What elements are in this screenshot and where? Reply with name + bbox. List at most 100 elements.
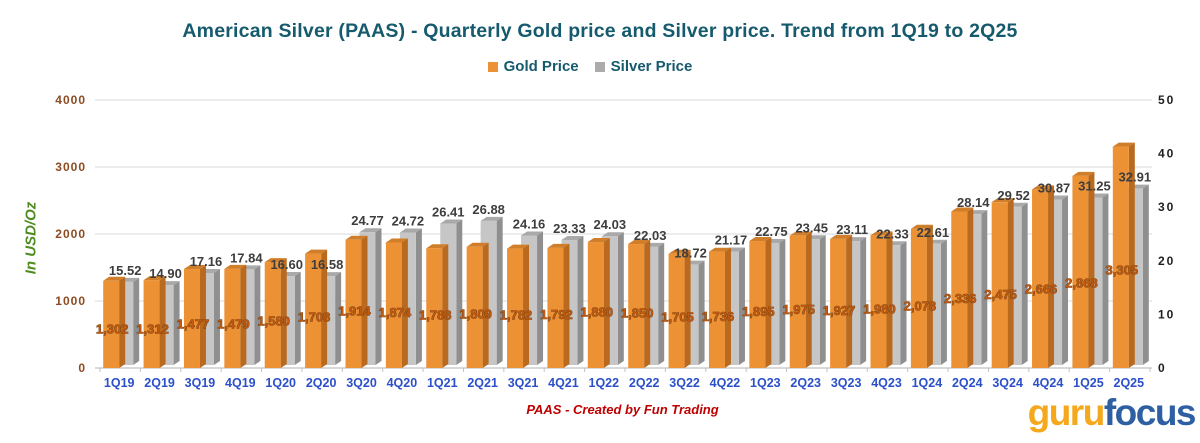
gold-bar xyxy=(345,239,362,368)
gold-bar-side-face xyxy=(926,224,933,368)
x-axis-label: 1Q20 xyxy=(265,376,296,390)
x-axis-label: 2Q19 xyxy=(144,376,175,390)
silver-bar-side-face xyxy=(981,210,988,365)
x-axis-label: 2Q20 xyxy=(306,376,337,390)
x-axis-label: 4Q22 xyxy=(710,376,741,390)
x-axis-label: 3Q22 xyxy=(669,376,700,390)
gold-bar-side-face xyxy=(724,247,731,368)
left-axis-tick-label: 2000 xyxy=(55,227,86,241)
right-axis-tick-label: 10 xyxy=(1158,307,1175,321)
x-axis-label: 4Q19 xyxy=(225,376,256,390)
gold-bar xyxy=(385,242,402,368)
legend-label-gold: Gold Price xyxy=(503,58,579,75)
gold-bar-side-face xyxy=(805,231,812,368)
right-axis-tick-label: 30 xyxy=(1158,200,1175,214)
silver-bar-side-face xyxy=(1142,184,1149,365)
gold-value-label: 1,792 xyxy=(540,307,573,322)
silver-value-label: 28.14 xyxy=(957,195,990,210)
silver-value-label: 16.58 xyxy=(311,257,344,272)
silver-bar-side-face xyxy=(335,272,342,365)
x-axis-label: 1Q24 xyxy=(912,376,943,390)
gold-value-label: 1,914 xyxy=(338,304,371,319)
x-axis-label: 2Q25 xyxy=(1114,376,1145,390)
gold-bar-top-face xyxy=(870,231,893,236)
silver-bar-side-face xyxy=(617,232,624,365)
silver-bar-top-face xyxy=(480,216,503,221)
silver-value-label: 17.16 xyxy=(190,254,223,269)
silver-value-label: 24.03 xyxy=(594,217,627,232)
gold-value-label: 1,880 xyxy=(581,305,614,320)
x-axis-label: 3Q24 xyxy=(992,376,1023,390)
x-axis-label: 2Q24 xyxy=(952,376,983,390)
silver-bar-top-face xyxy=(359,228,382,233)
x-axis-label: 2Q23 xyxy=(790,376,821,390)
gold-bar-side-face xyxy=(361,235,368,368)
gold-bar xyxy=(910,228,927,368)
gold-bar-top-face xyxy=(668,249,691,254)
gold-bar-top-face xyxy=(143,276,166,281)
legend-item-gold: Gold Price xyxy=(487,58,579,75)
silver-value-label: 24.16 xyxy=(513,217,546,232)
gold-bar-top-face xyxy=(628,240,651,245)
silver-value-label: 26.88 xyxy=(472,202,505,217)
silver-value-label: 31.25 xyxy=(1078,179,1111,194)
gold-bar-side-face xyxy=(684,249,691,368)
x-axis-label: 3Q19 xyxy=(185,376,216,390)
right-axis-tick-label: 20 xyxy=(1158,254,1175,268)
gold-bar-top-face xyxy=(305,249,328,254)
silver-bar-side-face xyxy=(900,241,907,365)
silver-bar-top-face xyxy=(440,219,463,224)
x-axis-label: 4Q21 xyxy=(548,376,579,390)
gold-bar xyxy=(1072,175,1089,368)
gold-value-label: 1,788 xyxy=(419,307,452,322)
silver-value-label: 32.91 xyxy=(1119,170,1152,185)
gold-bar xyxy=(507,248,524,368)
gold-bar xyxy=(466,246,483,368)
silver-bar-side-face xyxy=(173,281,180,365)
gold-bar-side-face xyxy=(240,264,247,368)
footer-note: PAAS - Created by Fun Trading xyxy=(526,402,719,417)
x-axis-label: 1Q22 xyxy=(589,376,620,390)
legend-item-silver: Silver Price xyxy=(594,58,693,75)
gold-value-label: 2,666 xyxy=(1025,281,1058,296)
x-axis-label: 1Q25 xyxy=(1073,376,1104,390)
gold-bar-side-face xyxy=(886,231,893,368)
gold-bar xyxy=(1032,189,1049,368)
gold-bar xyxy=(183,269,200,368)
silver-bar-side-face xyxy=(213,269,220,365)
gold-value-label: 1,302 xyxy=(96,322,129,337)
gold-bar xyxy=(749,241,766,368)
gold-bar-side-face xyxy=(401,238,408,368)
gold-value-label: 1,708 xyxy=(298,310,331,325)
gold-value-label: 1,479 xyxy=(217,316,250,331)
gold-bar-top-face xyxy=(224,264,247,269)
gold-bar xyxy=(587,242,604,368)
gold-bar xyxy=(708,251,725,368)
x-axis-label: 3Q20 xyxy=(346,376,377,390)
chart-legend: Gold Price Silver Price xyxy=(0,58,1180,75)
silver-value-label: 23.45 xyxy=(795,220,828,235)
gold-bar-top-face xyxy=(830,234,853,239)
gold-bar-side-face xyxy=(523,244,530,368)
gold-bar-top-face xyxy=(547,243,570,248)
right-axis-tick-label: 50 xyxy=(1158,93,1175,107)
gold-value-label: 2,078 xyxy=(904,299,937,314)
gold-bar xyxy=(103,280,120,368)
gold-value-label: 1,477 xyxy=(177,316,210,331)
gold-value-label: 2,475 xyxy=(984,287,1017,302)
gold-bar xyxy=(628,244,645,368)
gold-bar-side-face xyxy=(1007,198,1014,368)
gold-bar-top-face xyxy=(183,265,206,270)
gold-value-label: 1,895 xyxy=(742,304,775,319)
silver-value-label: 22.75 xyxy=(755,224,788,239)
legend-label-silver: Silver Price xyxy=(610,58,693,75)
x-axis-label: 4Q20 xyxy=(387,376,418,390)
gold-bar xyxy=(426,248,443,368)
gold-value-label: 1,736 xyxy=(702,309,735,324)
gold-bar-side-face xyxy=(765,237,772,368)
gold-bar-top-face xyxy=(466,242,489,247)
gold-value-label: 2,336 xyxy=(944,291,977,306)
x-axis-label: 3Q23 xyxy=(831,376,862,390)
gold-bar-top-face xyxy=(426,244,449,249)
